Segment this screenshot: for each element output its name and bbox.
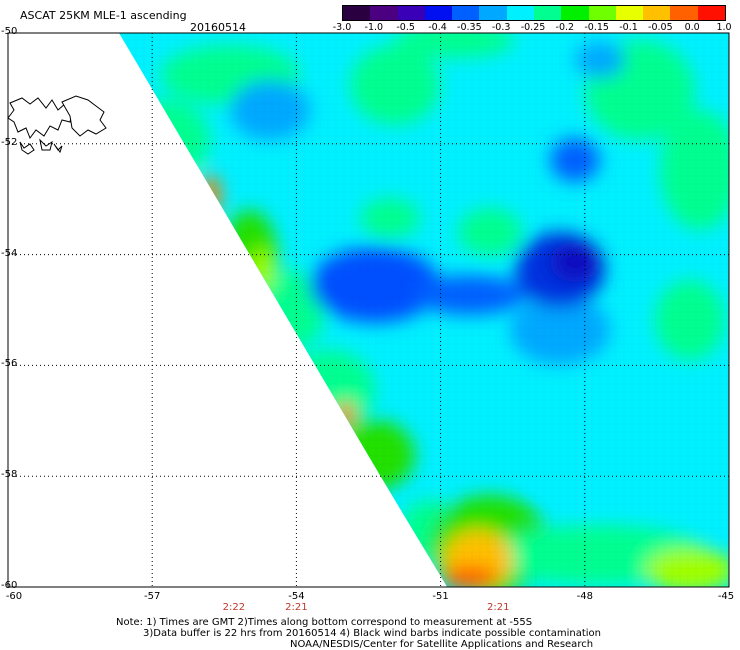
latitude-label: -50 [1,26,18,37]
note-line-3: NOAA/NESDIS/Center for Satellite Applica… [290,639,594,650]
colorbar-swatch [370,6,398,20]
colorbar-swatch [561,6,589,20]
colorbar-swatch [615,6,644,20]
colorbar-swatch [643,6,671,20]
longitude-label: -57 [144,591,161,602]
colorbar-tick-label: -0.2 [555,22,575,33]
time-label: 2:21 [285,602,308,613]
longitude-label: -54 [288,591,305,602]
swath-field [112,33,729,587]
latitude-label: -56 [1,358,18,370]
note-line-1: Note: 1) Times are GMT 2)Times along bot… [116,617,533,628]
latitude-label: -58 [1,469,18,481]
colorbar-tick-label: 1.0 [716,22,732,33]
longitude-label: -48 [576,591,593,602]
latitude-label: -60 [1,580,18,591]
colorbar-tick-label: 0.0 [684,22,700,33]
colorbar-swatch [452,6,480,20]
colorbar-tick-label: -0.25 [520,22,546,33]
colorbar-tick-label: -0.05 [648,22,673,33]
colorbar-tick-label: -0.1 [619,22,638,33]
longitude-label: -45 [717,591,735,602]
product-date: 20160514 [190,21,246,34]
colorbar-tick-label: -0.15 [584,22,609,33]
time-label: 2:22 [222,602,246,613]
note-line-2: 3)Data buffer is 22 hrs from 20160514 4)… [143,628,601,639]
latitude-label: -52 [1,136,18,148]
colorbar-swatch [479,6,507,20]
latitude-label: -54 [1,247,18,259]
longitude-label: -60 [5,591,23,602]
colorbar-swatch [424,6,453,20]
colorbar-tick-label: -0.3 [491,22,511,33]
colorbar-tick-label: -0.5 [396,22,415,33]
longitude-label: -51 [432,591,449,602]
colorbar-swatch [506,6,534,20]
colorbar-swatch [670,6,698,20]
colorbar-tick-label: -0.4 [428,22,447,33]
product-title: ASCAT 25KM MLE-1 ascending [20,9,187,22]
colorbar-tick-label: -0.35 [457,22,482,33]
colorbar-swatch [343,6,371,20]
graticule [7,32,730,588]
time-label: 2:21 [487,602,510,613]
falkland-islands-land [7,95,107,155]
colorbar [342,5,726,21]
colorbar-swatch [533,6,562,20]
colorbar-tick-label: -3.0 [332,22,352,33]
colorbar-swatch [397,6,425,20]
colorbar-swatch [588,6,616,20]
colorbar-tick-label: -1.0 [364,22,384,33]
colorbar-swatch [697,6,725,20]
